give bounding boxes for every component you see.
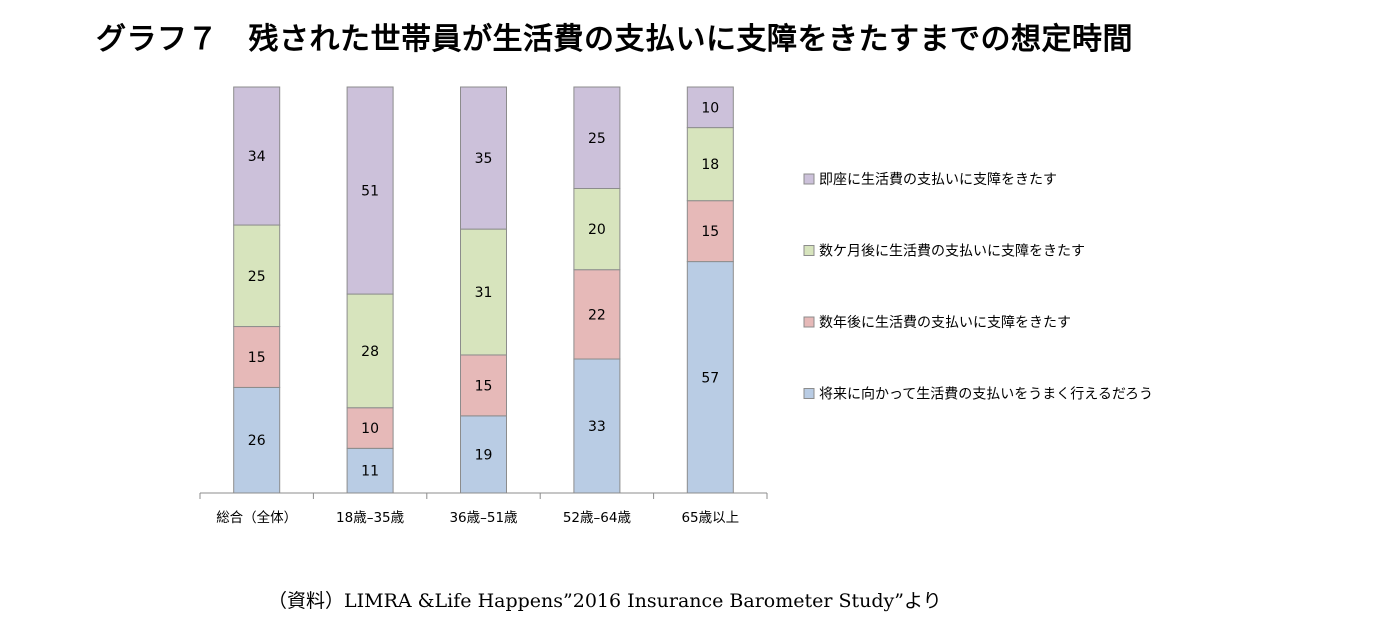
bar-segment	[460, 415, 507, 494]
bar-segment	[346, 407, 394, 449]
page-title: グラフ７ 残された世帯員が生活費の支払いに支障をきたすまでの想定時間	[96, 22, 1133, 57]
x-tick-label: 52歳–64歳	[563, 510, 632, 526]
data-label: 25	[588, 131, 606, 147]
legend-swatch	[803, 316, 815, 328]
data-label: 11	[361, 464, 379, 480]
data-label: 18	[701, 157, 719, 173]
legend-label: 数年後に生活費の支払いに支障をきたす	[819, 315, 1071, 331]
data-label: 26	[248, 433, 266, 449]
x-axis: 総合（全体） 18歳–35歳 36歳–51歳 52歳–64歳 65歳以上	[199, 492, 768, 526]
data-label: 22	[588, 307, 606, 323]
x-tick-label: 65歳以上	[681, 510, 739, 526]
data-label: 28	[361, 344, 379, 360]
x-tick-label: 36歳–51歳	[449, 510, 518, 526]
legend-swatch	[803, 245, 815, 256]
data-label: 20	[588, 222, 606, 238]
source-note: （資料）LIMRA &Life Happens”2016 Insurance B…	[268, 590, 942, 612]
x-tick-label: 18歳–35歳	[336, 510, 405, 526]
bar-segment	[573, 358, 621, 494]
legend-swatch	[803, 388, 815, 399]
data-label: 15	[701, 224, 719, 240]
bar-segment	[573, 86, 621, 189]
bar-segment	[686, 261, 734, 494]
bar-segment	[346, 293, 394, 409]
legend-label: 即座に生活費の支払いに支障をきたす	[819, 172, 1057, 188]
x-tick-label: 総合（全体）	[216, 509, 297, 526]
data-label: 51	[361, 184, 379, 200]
bar-segment	[686, 127, 734, 202]
data-label: 15	[248, 350, 266, 366]
bar-segment	[233, 386, 281, 494]
bar-segment	[573, 188, 621, 271]
data-label: 25	[248, 269, 266, 285]
data-label: 10	[361, 421, 379, 437]
bar-segment	[346, 86, 394, 295]
data-label: 15	[475, 378, 493, 394]
data-label: 35	[475, 151, 493, 167]
legend-swatch	[803, 173, 815, 185]
legend-label: 数ケ月後に生活費の支払いに支障をきたす	[819, 244, 1085, 260]
data-label: 19	[475, 447, 493, 463]
legend-label: 将来に向かって生活費の支払いをうまく行えるだろう	[819, 387, 1153, 403]
bars-layer: 26 15 25 34 11 10 28 51 19 15 31 35 33 22 20 25 57 15 18 10	[233, 86, 734, 494]
bar-segment	[233, 224, 281, 328]
bar-segment	[460, 228, 507, 356]
data-label: 31	[475, 285, 493, 301]
bar-segment	[233, 86, 281, 226]
bar-segment	[686, 200, 734, 263]
bar-segment	[686, 86, 734, 129]
data-label: 33	[588, 419, 606, 435]
bar-segment	[460, 86, 507, 230]
bar-segment	[573, 269, 621, 360]
data-label: 10	[701, 100, 719, 116]
legend: 即座に生活費の支払いに支障をきたす数ケ月後に生活費の支払いに支障をきたす数年後に…	[803, 172, 1153, 403]
data-label: 34	[248, 149, 266, 165]
data-label: 57	[701, 370, 719, 386]
